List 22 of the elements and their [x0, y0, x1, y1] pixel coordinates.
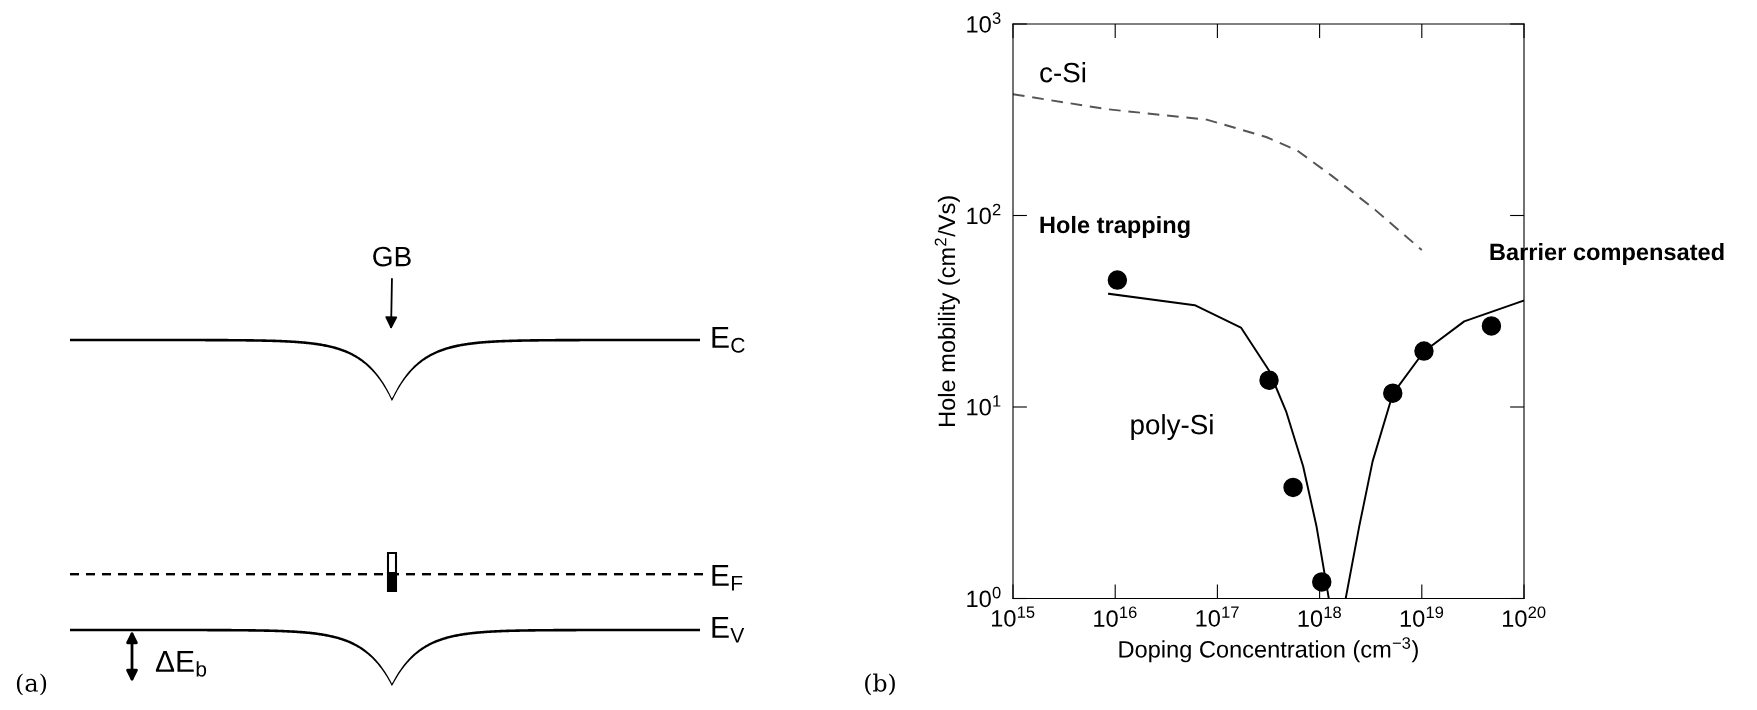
x-tick-label: 10$^{15}$ [992, 606, 1035, 627]
x-tick-label: 10$^{20}$ [1503, 606, 1546, 627]
y-tick-label: 10$^{3}$ [967, 12, 1001, 33]
annotation: poly-Si [1131, 414, 1213, 440]
annotation: c-Si [1040, 62, 1086, 83]
x-tick-label: 10$^{19}$ [1400, 606, 1444, 627]
y-tick-label: 10$^{2}$ [967, 203, 1001, 225]
annotation: Hole trapping [1040, 215, 1190, 239]
x-axis-title: Doping Concentration (cm$^{−3}$) [1119, 637, 1418, 663]
text: (b) [865, 673, 895, 696]
y-tick-label: 10$^{1}$ [967, 395, 1001, 416]
text: ΔE$_{b}$ [155, 651, 207, 677]
text: E$_{C}$ [712, 327, 745, 353]
x-tick-label: 10$^{16}$ [1094, 606, 1137, 627]
text: E$_{V}$ [712, 617, 745, 643]
x-tick-label: 10$^{17}$ [1196, 606, 1239, 627]
y-tick-label: 10$^{0}$ [967, 586, 1001, 608]
text: GB [373, 246, 411, 267]
text: E$_{F}$ [712, 565, 743, 591]
x-tick-label: 10$^{18}$ [1298, 606, 1341, 627]
y-axis-title: Hole mobility (cm$^{2}$/Vs) [934, 196, 960, 426]
text: (a) [16, 673, 47, 696]
